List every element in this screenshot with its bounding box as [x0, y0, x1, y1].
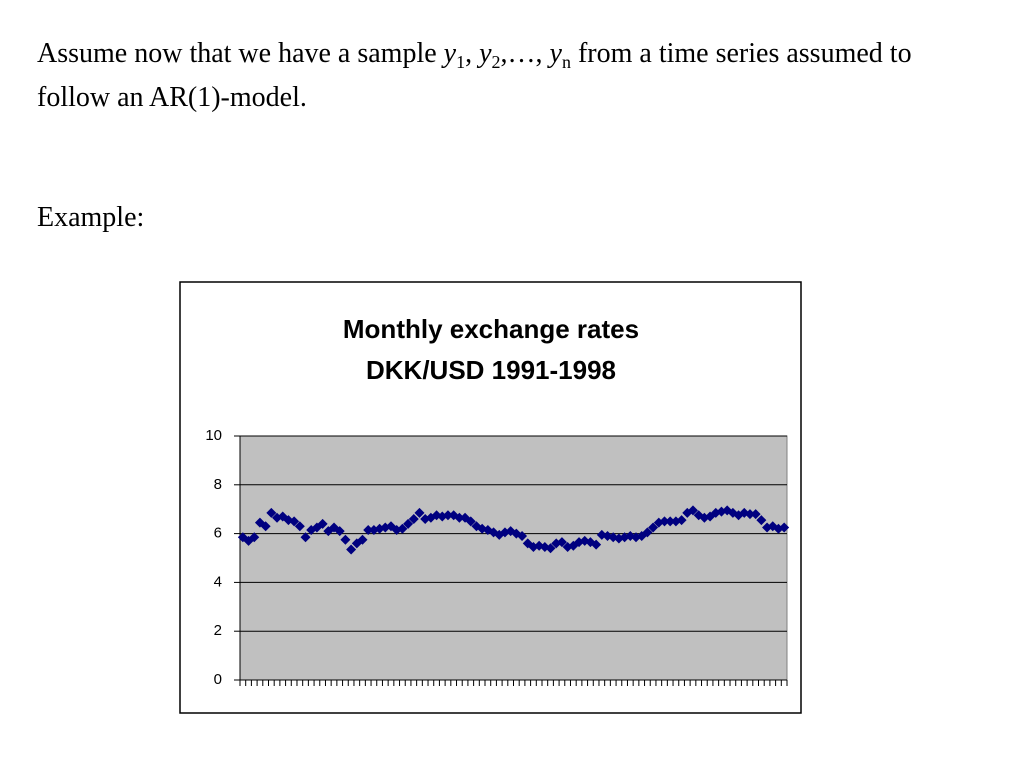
text: ,…,	[500, 38, 550, 69]
data-point	[300, 532, 311, 543]
data-point	[403, 518, 414, 529]
data-point	[687, 505, 698, 516]
data-point	[665, 516, 676, 527]
data-point	[249, 532, 260, 543]
data-point	[260, 521, 271, 532]
data-point	[363, 524, 374, 535]
var: y	[443, 38, 457, 69]
data-point	[397, 523, 408, 534]
data-point	[744, 509, 755, 520]
var: y	[549, 38, 562, 69]
text: from a time series assumed to follow an …	[37, 38, 912, 113]
data-point	[294, 521, 305, 532]
var: y	[479, 38, 492, 69]
data-point	[289, 516, 300, 527]
data-point	[545, 543, 556, 554]
data-point	[750, 509, 761, 520]
data-point	[266, 507, 277, 518]
data-point	[659, 516, 670, 527]
data-point	[642, 527, 653, 538]
subscript: 1	[456, 52, 466, 72]
data-point	[465, 516, 476, 527]
data-point	[408, 513, 419, 524]
data-point	[414, 507, 425, 518]
data-point	[676, 515, 687, 526]
subscript: n	[561, 52, 571, 72]
chart-title: Monthly exchange rates	[343, 314, 639, 344]
example-text: Example:	[37, 202, 145, 233]
y-tick-label: 8	[214, 476, 222, 493]
y-tick-label: 4	[214, 573, 222, 590]
data-point	[340, 534, 351, 545]
data-point	[556, 537, 567, 548]
data-point	[317, 518, 328, 529]
text: ,	[465, 38, 480, 69]
data-point	[505, 526, 516, 537]
data-point	[454, 512, 465, 523]
data-point	[591, 539, 602, 550]
data-point	[334, 526, 345, 537]
subscript: 2	[491, 52, 501, 72]
text: Assume now that we have a sample	[37, 38, 444, 69]
plot-area	[239, 435, 788, 681]
data-point	[442, 510, 453, 521]
chart-subtitle: DKK/USD 1991-1998	[366, 355, 616, 385]
y-tick-label: 6	[214, 525, 222, 542]
y-tick-label: 10	[205, 427, 222, 444]
y-tick-label: 0	[214, 671, 222, 688]
data-point	[346, 544, 357, 555]
data-point	[779, 522, 790, 533]
data-point	[517, 531, 528, 542]
intro-text: Assume now that we have a sample y1, y2,…	[37, 32, 987, 120]
data-point	[756, 515, 767, 526]
data-point	[648, 522, 659, 533]
y-tick-label: 2	[214, 622, 222, 639]
data-point	[357, 534, 368, 545]
